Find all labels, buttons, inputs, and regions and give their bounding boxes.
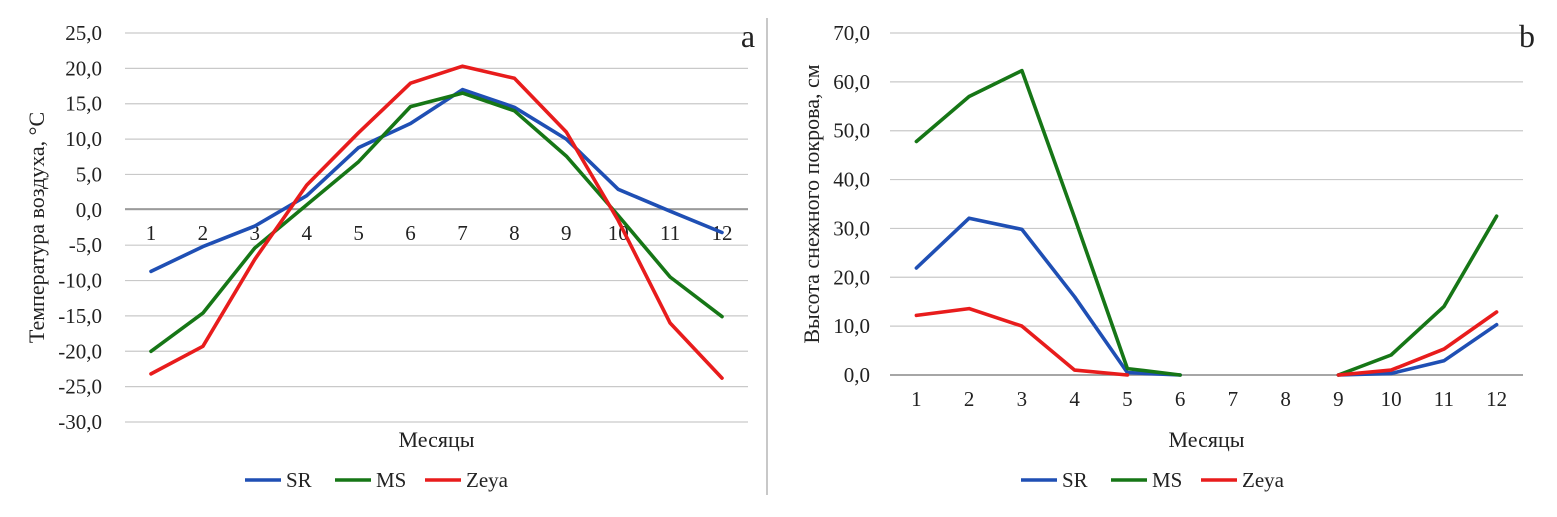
y-tick-label: -15,0 bbox=[58, 304, 102, 328]
series-line-sr bbox=[914, 216, 1182, 377]
y-tick-label: -5,0 bbox=[69, 233, 102, 257]
legend-label-zeya: Zeya bbox=[466, 468, 509, 492]
y-tick-label: -25,0 bbox=[58, 375, 102, 399]
y-axis-title: Высота снежного покрова, см bbox=[799, 64, 824, 343]
chart-b-snow-depth: 70,060,050,040,030,020,010,00,01 2 3 4 5 6 7 8 9… bbox=[799, 18, 1535, 492]
x-tick-label: 4 bbox=[301, 221, 312, 245]
series-line-ms bbox=[1336, 214, 1499, 377]
y-tick-label: 5,0 bbox=[76, 162, 102, 186]
y-tick-label: 25,0 bbox=[65, 21, 102, 45]
series-line-zeya bbox=[149, 64, 724, 380]
x-tick-label: 11 bbox=[660, 221, 680, 245]
x-tick-label: 5 bbox=[353, 221, 364, 245]
y-tick-label: 20,0 bbox=[833, 265, 870, 289]
x-tick-label: 1 bbox=[911, 387, 922, 411]
x-tick-label: 2 bbox=[964, 387, 975, 411]
x-tick-label: 7 bbox=[1228, 387, 1239, 411]
panel-label: b bbox=[1519, 18, 1535, 54]
y-tick-label: -10,0 bbox=[58, 269, 102, 293]
x-tick-label: 12 bbox=[1486, 387, 1507, 411]
y-tick-label: 15,0 bbox=[65, 92, 102, 116]
series-line-ms bbox=[914, 68, 1182, 377]
y-axis-title: Температура воздуха, °C bbox=[24, 112, 49, 343]
x-tick-label: 2 bbox=[198, 221, 209, 245]
x-tick-label: 6 bbox=[405, 221, 416, 245]
x-tick-label: 3 bbox=[250, 221, 261, 245]
y-tick-label: 60,0 bbox=[833, 70, 870, 94]
y-tick-label: 30,0 bbox=[833, 216, 870, 240]
x-tick-label: 3 bbox=[1017, 387, 1028, 411]
x-axis-title: Месяцы bbox=[398, 427, 474, 452]
y-tick-label: 50,0 bbox=[833, 119, 870, 143]
x-tick-label: 8 bbox=[509, 221, 520, 245]
y-tick-label: -30,0 bbox=[58, 410, 102, 434]
panel-label: a bbox=[741, 18, 755, 54]
x-tick-label: 4 bbox=[1069, 387, 1080, 411]
x-tick-label: 1 bbox=[146, 221, 157, 245]
series-line-ms bbox=[149, 91, 724, 354]
x-tick-label: 11 bbox=[1434, 387, 1454, 411]
x-tick-label: 6 bbox=[1175, 387, 1186, 411]
legend-label-ms: MS bbox=[376, 468, 406, 492]
legend-label-sr: SR bbox=[286, 468, 312, 492]
legend-label-ms: MS bbox=[1152, 468, 1182, 492]
legend-label-zeya: Zeya bbox=[1242, 468, 1285, 492]
chart-a-temperature: 25,0 20,0 15,0 10,0 5,0 0,0 -5,0 -10,0 -15,0 -20,… bbox=[24, 18, 755, 492]
y-tick-label: 40,0 bbox=[833, 168, 870, 192]
y-tick-label: 10,0 bbox=[65, 127, 102, 151]
x-tick-label: 8 bbox=[1280, 387, 1291, 411]
series-line-zeya bbox=[1336, 310, 1499, 377]
y-tick-label: 10,0 bbox=[833, 314, 870, 338]
x-tick-label: 5 bbox=[1122, 387, 1133, 411]
x-tick-label: 7 bbox=[457, 221, 468, 245]
legend-label-sr: SR bbox=[1062, 468, 1088, 492]
x-tick-label: 9 bbox=[561, 221, 572, 245]
series-line-sr bbox=[149, 87, 724, 274]
y-tick-label: 70,0 bbox=[833, 21, 870, 45]
y-tick-label: 0,0 bbox=[844, 363, 870, 387]
y-tick-label: 20,0 bbox=[65, 56, 102, 80]
x-tick-label: 9 bbox=[1333, 387, 1344, 411]
series-line-zeya bbox=[914, 306, 1130, 377]
y-tick-label: 0,0 bbox=[76, 198, 102, 222]
x-tick-label: 10 bbox=[1381, 387, 1402, 411]
x-axis-title: Месяцы bbox=[1168, 427, 1244, 452]
y-tick-label: -20,0 bbox=[58, 339, 102, 363]
